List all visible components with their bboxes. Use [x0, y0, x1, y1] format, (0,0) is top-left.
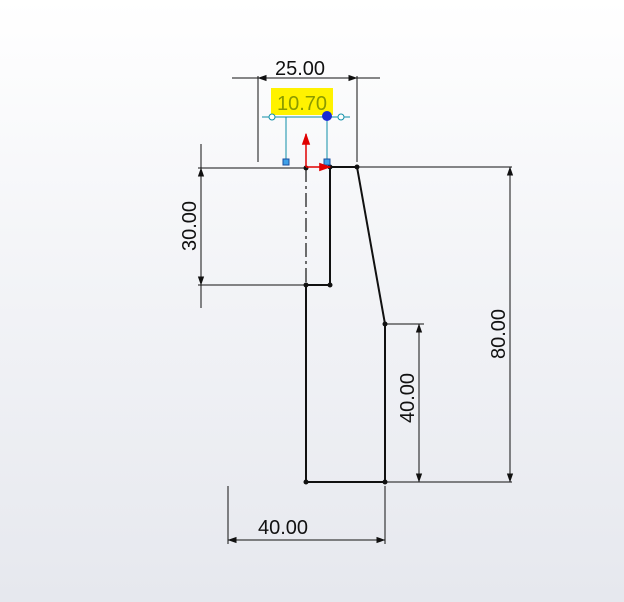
- endpoint-handle[interactable]: [323, 158, 331, 166]
- dimension-active-offset[interactable]: 10.70: [262, 88, 350, 166]
- dimension-label[interactable]: 80.00: [488, 309, 510, 359]
- endpoint-handle[interactable]: [282, 158, 290, 166]
- dimension-upper-height[interactable]: 30.00: [179, 144, 306, 308]
- dimension-label[interactable]: 10.70: [277, 93, 327, 115]
- dimension-label[interactable]: 40.00: [397, 373, 419, 423]
- part-region[interactable]: [305, 166, 386, 483]
- dimension-label[interactable]: 40.00: [258, 517, 308, 539]
- sketch-point[interactable]: [327, 282, 333, 288]
- dimension-lower-height[interactable]: 40.00: [385, 323, 424, 483]
- dimension-label[interactable]: 25.00: [275, 58, 325, 80]
- drag-handle[interactable]: [337, 113, 345, 121]
- sketch-point[interactable]: [303, 479, 309, 485]
- dimension-bottom-width[interactable]: 40.00: [227, 486, 386, 544]
- triad-arrows: [301, 132, 332, 172]
- highlight-box: [271, 88, 333, 115]
- dimension-top-width[interactable]: 25.00: [232, 58, 380, 162]
- drag-handle[interactable]: [268, 113, 276, 121]
- sketch-points: [303, 164, 388, 485]
- part-profile[interactable]: [303, 164, 388, 485]
- dimension-grip-handle[interactable]: [322, 111, 332, 121]
- dimension-label[interactable]: 30.00: [179, 201, 201, 251]
- dimension-total-height[interactable]: 80.00: [357, 166, 514, 483]
